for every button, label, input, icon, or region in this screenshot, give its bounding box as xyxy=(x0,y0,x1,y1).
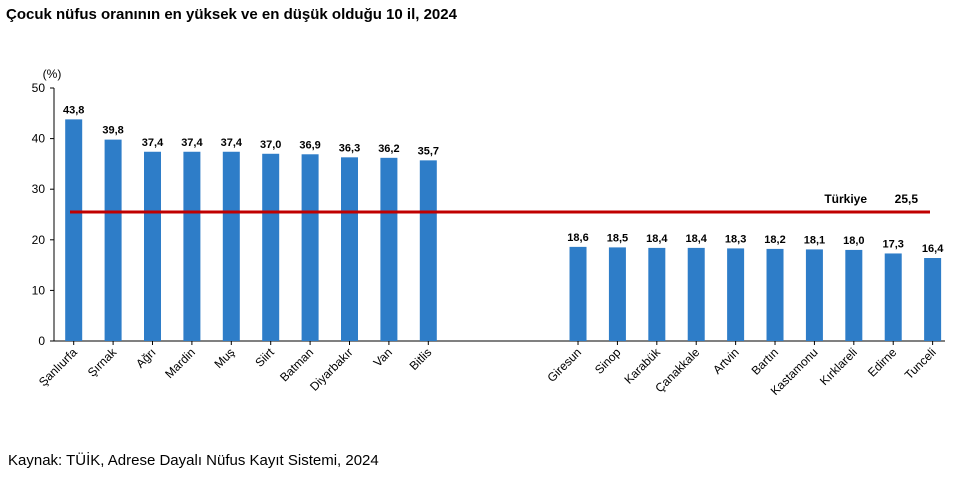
bar xyxy=(262,153,280,341)
category-label: Kırklareli xyxy=(817,345,860,388)
data-label: 37,0 xyxy=(260,139,281,151)
category-label: Bartın xyxy=(749,345,782,378)
bar xyxy=(65,119,83,341)
category-label: Şanlıurfa xyxy=(36,345,80,389)
bar xyxy=(924,258,942,341)
data-label: 36,3 xyxy=(339,142,360,154)
bar xyxy=(104,139,122,341)
bar xyxy=(884,253,902,341)
bar xyxy=(222,151,240,341)
data-label: 16,4 xyxy=(922,243,944,255)
data-label: 37,4 xyxy=(181,137,203,149)
category-label: Giresun xyxy=(545,345,585,385)
bar xyxy=(648,247,666,341)
y-tick-label: 50 xyxy=(32,81,46,95)
category-label: Bitlis xyxy=(407,345,435,373)
bar xyxy=(380,157,398,341)
bar xyxy=(341,157,358,341)
bar xyxy=(301,154,319,341)
data-label: 18,4 xyxy=(686,233,708,245)
bar xyxy=(569,246,587,341)
y-tick-label: 40 xyxy=(32,132,46,146)
data-label: 43,8 xyxy=(63,104,84,116)
category-label: Siirt xyxy=(252,345,277,370)
bar xyxy=(608,247,626,341)
category-label: Batman xyxy=(277,345,316,384)
category-label: Van xyxy=(371,345,395,369)
category-label: Sinop xyxy=(592,345,624,377)
bar xyxy=(419,160,437,341)
reference-line-value: 25,5 xyxy=(895,192,919,206)
y-tick-label: 10 xyxy=(32,283,46,297)
bar xyxy=(845,249,863,341)
category-label: Tunceli xyxy=(902,345,939,382)
category-label: Edirne xyxy=(865,345,900,380)
y-tick-label: 20 xyxy=(32,233,46,247)
reference-line-label: Türkiye xyxy=(824,192,867,206)
data-label: 35,7 xyxy=(418,145,439,157)
data-label: 18,2 xyxy=(764,234,785,246)
data-label: 18,3 xyxy=(725,233,746,245)
category-label: Şırnak xyxy=(85,345,120,380)
y-tick-label: 30 xyxy=(32,182,46,196)
y-unit-label: (%) xyxy=(43,67,62,81)
data-label: 39,8 xyxy=(102,125,123,137)
category-label: Muş xyxy=(211,345,237,371)
data-label: 17,3 xyxy=(883,238,904,250)
data-label: 18,0 xyxy=(843,235,864,247)
data-label: 18,5 xyxy=(607,232,628,244)
chart-title: Çocuk nüfus oranının en yüksek ve en düş… xyxy=(6,6,457,23)
data-label: 18,6 xyxy=(567,232,588,244)
bar xyxy=(144,151,161,341)
bar xyxy=(766,248,784,341)
bar xyxy=(727,248,745,341)
data-label: 37,4 xyxy=(221,137,243,149)
bar xyxy=(805,249,823,341)
y-tick-label: 0 xyxy=(38,334,45,348)
data-label: 37,4 xyxy=(142,137,164,149)
data-label: 36,2 xyxy=(378,143,399,155)
source-note: Kaynak: TÜİK, Adrese Dayalı Nüfus Kayıt … xyxy=(8,452,379,469)
data-label: 18,4 xyxy=(646,233,668,245)
data-label: 18,1 xyxy=(804,234,825,246)
bar xyxy=(687,247,705,341)
data-label: 36,9 xyxy=(299,139,320,151)
category-label: Mardin xyxy=(162,345,198,381)
category-label: Artvin xyxy=(710,345,742,377)
category-label: Ağrı xyxy=(133,345,158,370)
category-label: Diyarbakır xyxy=(307,345,356,394)
bar xyxy=(183,151,201,341)
